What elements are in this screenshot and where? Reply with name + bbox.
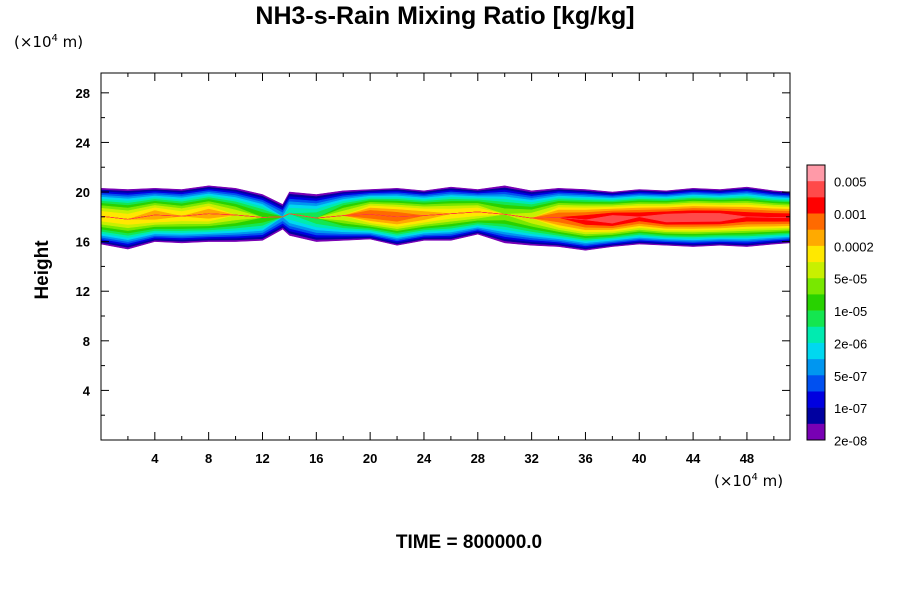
y-tick-label: 8 (83, 334, 90, 349)
colorbar-label: 1e-05 (834, 304, 867, 319)
colorbar-label: 2e-06 (834, 336, 867, 351)
y-tick-label: 12 (76, 284, 90, 299)
contour-band (101, 211, 790, 224)
x-tick-label: 4 (151, 451, 159, 466)
colorbar-swatch (807, 423, 825, 441)
time-label: TIME = 800000.0 (395, 532, 543, 553)
colorbar-label: 0.005 (834, 175, 867, 190)
colorbar-swatch (807, 165, 825, 182)
colorbar-swatch (807, 375, 825, 392)
colorbar-swatch (807, 213, 825, 231)
plot-frame (100, 72, 791, 441)
colorbar-label: 2e-08 (834, 434, 867, 449)
colorbar-swatch (807, 342, 825, 360)
colorbar: 0.005 0.001 0.0002 5e-05 1e-05 2e-06 5e-07 1e-0… (806, 164, 874, 449)
y-axis-unit: (×104 m) (14, 33, 84, 51)
data-field (101, 185, 790, 251)
colorbar-swatch (807, 181, 825, 198)
colorbar-swatch (807, 391, 825, 408)
y-tick-label: 16 (76, 235, 90, 250)
colorbar-swatch (807, 245, 825, 263)
chart-title: NH3-s-Rain Mixing Ratio [kg/kg] (255, 2, 635, 30)
colorbar-frame (806, 164, 826, 441)
x-tick-label: 32 (524, 451, 538, 466)
y-tick-label: 28 (76, 86, 90, 101)
colorbar-swatch (807, 310, 825, 328)
colorbar-label: 1e-07 (834, 401, 867, 416)
x-axis-unit: (×104 m) (714, 472, 784, 490)
y-tick-label: 20 (76, 185, 90, 200)
plot-background (101, 73, 790, 440)
colorbar-swatch (807, 407, 825, 425)
colorbar-label: 5e-07 (834, 369, 867, 384)
colorbar-label: 0.0002 (834, 239, 874, 254)
y-tick-label: 24 (76, 135, 91, 150)
y-tick-label: 4 (83, 383, 91, 398)
x-tick-label: 40 (632, 451, 646, 466)
colorbar-swatch (807, 278, 825, 295)
x-tick-label: 36 (578, 451, 592, 466)
colorbar-swatch (807, 359, 825, 376)
colorbar-label: 0.001 (834, 207, 867, 222)
colorbar-swatch (807, 294, 825, 311)
x-tick-label: 16 (309, 451, 323, 466)
x-tick-label: 48 (740, 451, 754, 466)
x-tick-label: 28 (471, 451, 485, 466)
colorbar-label: 5e-05 (834, 272, 867, 287)
colorbar-swatch (807, 197, 825, 214)
x-tick-label: 8 (205, 451, 212, 466)
colorbar-swatch (807, 262, 825, 279)
x-tick-label: 24 (417, 451, 432, 466)
x-tick-label: 12 (255, 451, 269, 466)
colorbar-swatch (807, 326, 825, 344)
x-tick-label: 44 (686, 451, 701, 466)
x-tick-label: 20 (363, 451, 377, 466)
colorbar-swatch (807, 229, 825, 247)
